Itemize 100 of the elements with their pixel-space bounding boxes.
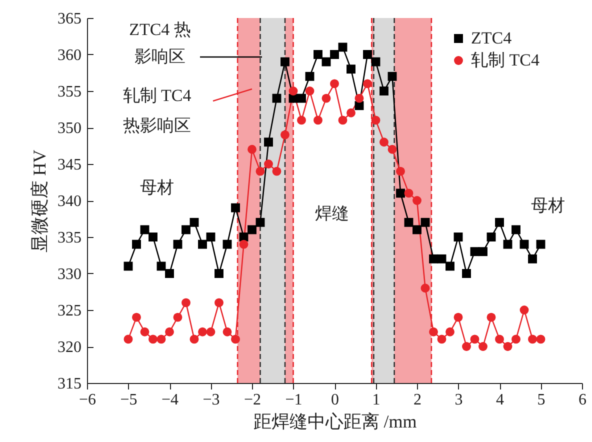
point bbox=[437, 334, 446, 344]
point bbox=[272, 166, 282, 176]
point bbox=[297, 116, 306, 125]
point bbox=[297, 94, 306, 103]
point bbox=[248, 225, 256, 234]
y-tick-label: 350 bbox=[58, 120, 82, 137]
point bbox=[446, 262, 454, 271]
point bbox=[314, 50, 322, 59]
y-tick-label: 335 bbox=[58, 230, 82, 246]
point bbox=[305, 72, 314, 81]
point bbox=[371, 57, 380, 66]
point bbox=[486, 312, 496, 322]
point bbox=[503, 342, 512, 351]
point bbox=[346, 108, 356, 118]
y-axis-title: 显微硬度 HV bbox=[30, 150, 50, 252]
point bbox=[165, 327, 174, 336]
annotation: 焊缝 bbox=[315, 204, 349, 223]
point bbox=[388, 72, 397, 81]
point bbox=[148, 334, 158, 344]
x-tick-label: 0 bbox=[331, 392, 339, 408]
point bbox=[380, 86, 388, 96]
point bbox=[173, 240, 182, 249]
point bbox=[528, 334, 537, 344]
point bbox=[412, 196, 422, 205]
point bbox=[396, 188, 405, 198]
point bbox=[346, 64, 356, 74]
point bbox=[503, 240, 512, 249]
point bbox=[206, 327, 216, 336]
point bbox=[222, 327, 232, 336]
point bbox=[214, 269, 224, 278]
legend-label: ZTC4 bbox=[471, 28, 512, 48]
point bbox=[404, 218, 414, 227]
y-tick-label: 320 bbox=[58, 339, 82, 356]
point bbox=[454, 232, 463, 242]
point bbox=[388, 144, 397, 154]
point bbox=[404, 188, 414, 198]
x-tick-label: 1 bbox=[372, 392, 380, 408]
x-tick-label: 2 bbox=[414, 392, 422, 408]
x-tick-label: −3 bbox=[202, 392, 220, 408]
point bbox=[495, 218, 504, 227]
point bbox=[429, 327, 438, 336]
point bbox=[330, 79, 339, 88]
point bbox=[165, 269, 174, 278]
x-tick-label: −6 bbox=[78, 392, 96, 408]
point bbox=[363, 79, 372, 88]
y-tick-label: 355 bbox=[58, 84, 82, 100]
point bbox=[412, 225, 422, 234]
point bbox=[470, 247, 480, 256]
x-tick-label: 4 bbox=[496, 392, 504, 408]
point bbox=[272, 94, 282, 103]
point bbox=[478, 342, 488, 351]
point bbox=[396, 166, 405, 176]
point bbox=[536, 240, 546, 249]
x-tick-label: −4 bbox=[161, 392, 179, 408]
point bbox=[314, 116, 322, 125]
point bbox=[338, 116, 348, 125]
point bbox=[446, 327, 454, 336]
annotation: 热影响区 bbox=[123, 116, 191, 135]
point bbox=[462, 269, 471, 278]
point bbox=[132, 240, 141, 249]
point bbox=[148, 232, 158, 242]
point bbox=[156, 262, 166, 271]
point bbox=[198, 327, 207, 336]
point bbox=[140, 225, 150, 234]
y-tick-label: 340 bbox=[58, 193, 82, 210]
point bbox=[264, 138, 273, 147]
point bbox=[354, 94, 364, 103]
point bbox=[264, 160, 273, 168]
point bbox=[206, 232, 216, 242]
point bbox=[190, 334, 199, 344]
point bbox=[256, 166, 265, 176]
point bbox=[462, 342, 471, 351]
point bbox=[536, 334, 546, 344]
point bbox=[520, 306, 529, 314]
point bbox=[190, 218, 199, 227]
point bbox=[248, 144, 256, 154]
x-tick-label: −1 bbox=[285, 392, 302, 408]
point bbox=[124, 262, 133, 271]
annotation: 母材 bbox=[140, 178, 174, 197]
x-tick-label: 6 bbox=[578, 392, 586, 408]
y-tick-label: 360 bbox=[58, 47, 82, 64]
point bbox=[454, 312, 463, 322]
point bbox=[437, 254, 446, 264]
y-tick-label: 345 bbox=[58, 156, 82, 174]
annotation: ZTC4 热 bbox=[129, 20, 191, 39]
x-tick-label: −2 bbox=[244, 392, 262, 408]
point bbox=[156, 334, 166, 344]
point bbox=[214, 298, 224, 308]
x-tick-label: −5 bbox=[120, 392, 138, 408]
x-axis-title: 距焊缝中心距离 /mm bbox=[253, 412, 417, 432]
point bbox=[420, 218, 430, 227]
point bbox=[420, 284, 430, 293]
point bbox=[512, 334, 520, 344]
y-tick-label: 365 bbox=[58, 10, 82, 28]
point bbox=[198, 240, 207, 249]
point bbox=[280, 57, 290, 66]
point bbox=[124, 334, 133, 344]
point bbox=[140, 327, 150, 336]
point bbox=[173, 312, 182, 322]
point bbox=[132, 312, 141, 322]
